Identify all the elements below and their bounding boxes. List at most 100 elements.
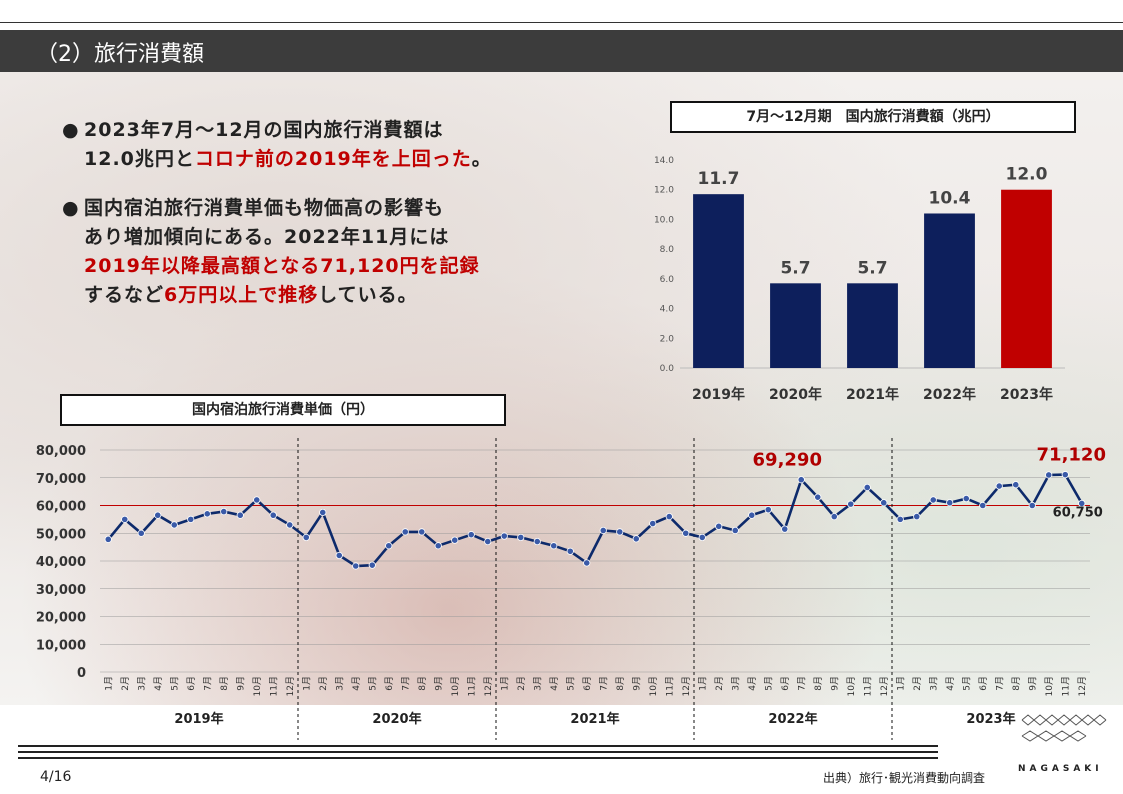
data-point — [682, 529, 690, 537]
data-point — [368, 561, 376, 569]
data-point — [1045, 471, 1053, 479]
month-tick-label: 12月 — [1077, 676, 1088, 696]
month-tick-label: 10月 — [846, 676, 857, 696]
month-tick-label: 4月 — [351, 676, 362, 691]
line-chart-title: 国内宿泊旅行消費単価（円） — [60, 394, 506, 426]
y-tick-label: 70,000 — [36, 472, 86, 487]
data-point — [302, 533, 310, 542]
data-point — [1028, 501, 1036, 510]
month-tick-label: 1月 — [499, 676, 510, 691]
month-tick-label: 9月 — [1027, 676, 1038, 691]
month-tick-label: 3月 — [730, 676, 741, 691]
bar — [847, 283, 898, 368]
y-tick-label: 12.0 — [654, 186, 674, 196]
series-line — [107, 473, 1083, 568]
month-tick-label: 1月 — [103, 676, 114, 691]
y-tick-label: 4.0 — [660, 305, 675, 315]
section-title: （2）旅行消費額 — [36, 42, 204, 67]
x-category-label: 2020年 — [769, 386, 822, 403]
highlight-text: コロナ前の2019年を上回った — [194, 148, 472, 170]
max-annotation: 71,120 — [1037, 445, 1106, 466]
data-point — [566, 547, 574, 555]
y-tick-label: 6.0 — [660, 275, 675, 285]
y-tick-label: 10.0 — [654, 215, 674, 225]
data-point — [335, 551, 343, 560]
data-point — [286, 521, 294, 529]
data-point — [781, 525, 789, 533]
bullet-text: するなど — [84, 284, 165, 306]
month-tick-label: 10月 — [252, 676, 263, 696]
month-tick-label: 2月 — [516, 676, 527, 691]
data-point — [1012, 481, 1020, 489]
data-point — [748, 511, 756, 519]
data-point — [847, 500, 855, 508]
data-point — [533, 537, 541, 546]
month-tick-label: 3月 — [532, 676, 543, 691]
month-tick-label: 8月 — [1011, 676, 1022, 691]
footer-rule — [18, 745, 938, 747]
footer-rule — [18, 751, 938, 753]
month-tick-label: 4月 — [747, 676, 758, 691]
month-tick-label: 7月 — [202, 676, 213, 691]
data-point — [434, 542, 442, 550]
month-tick-label: 5月 — [763, 676, 774, 691]
data-point — [170, 521, 178, 529]
data-point — [896, 515, 904, 523]
month-tick-label: 9月 — [631, 676, 642, 691]
bar-value-label: 10.4 — [929, 188, 971, 208]
bullet-dot-icon: ● — [62, 119, 80, 141]
month-tick-label: 9月 — [829, 676, 840, 691]
month-tick-label: 2月 — [912, 676, 923, 691]
month-tick-label: 7月 — [400, 676, 411, 691]
data-point — [698, 533, 706, 542]
month-tick-label: 11月 — [664, 676, 675, 696]
month-tick-label: 7月 — [796, 676, 807, 691]
month-tick-label: 3月 — [334, 676, 345, 691]
y-tick-label: 60,000 — [36, 500, 86, 515]
data-point — [880, 499, 888, 507]
data-point — [385, 542, 393, 550]
bullet-text: 12.0兆円と — [84, 148, 195, 170]
bullet-line: するなど6万円以上で推移している。 — [84, 281, 582, 310]
top-rule — [0, 22, 1123, 23]
month-tick-label: 7月 — [598, 676, 609, 691]
data-point — [995, 482, 1003, 490]
y-tick-label: 10,000 — [36, 638, 86, 653]
data-point — [104, 535, 112, 543]
x-category-label: 2019年 — [692, 386, 745, 403]
month-tick-label: 11月 — [268, 676, 279, 696]
data-point — [715, 522, 723, 530]
highlight-text: 2019年以降最高額となる71,120円を記録 — [84, 255, 480, 277]
y-tick-label: 30,000 — [36, 583, 86, 598]
month-tick-label: 8月 — [417, 676, 428, 691]
line-chart: 0 10,000 20,000 30,000 40,000 50,000 60,000 70,… — [36, 438, 1106, 740]
data-point — [913, 513, 921, 521]
data-point — [451, 536, 459, 544]
bar-value-label: 11.7 — [698, 169, 740, 189]
month-tick-label: 1月 — [301, 676, 312, 691]
data-point — [550, 542, 558, 550]
data-point — [401, 528, 409, 536]
bullet-consumption: ● 2023年7月～12月の国内旅行消費額は 12.0兆円とコロナ前の2019年… — [62, 116, 582, 174]
y-tick-label: 20,000 — [36, 611, 86, 626]
source-note: 出典）旅行･観光消費動向調査 — [823, 771, 986, 785]
month-tick-label: 12月 — [285, 676, 296, 696]
data-point — [814, 493, 822, 501]
y-tick-label: 0.0 — [660, 364, 675, 374]
month-tick-label: 6月 — [384, 676, 395, 691]
data-point — [863, 483, 871, 492]
data-point — [187, 515, 195, 523]
bar — [770, 283, 821, 368]
nagasaki-logo-icon — [1021, 714, 1107, 742]
month-tick-label: 6月 — [978, 676, 989, 691]
data-point — [517, 533, 525, 542]
month-tick-label: 10月 — [450, 676, 461, 696]
data-point — [269, 511, 277, 519]
year-label: 2019年 — [174, 711, 223, 727]
bullet-line: 国内宿泊旅行消費単価も物価高の影響も — [84, 197, 445, 219]
background-photo — [0, 72, 1123, 705]
bullet-unit-price: ● 国内宿泊旅行消費単価も物価高の影響も あり増加傾向にある。2022年11月に… — [62, 194, 582, 310]
data-point — [764, 506, 772, 514]
month-tick-label: 1月 — [697, 676, 708, 691]
month-tick-label: 3月 — [928, 676, 939, 691]
